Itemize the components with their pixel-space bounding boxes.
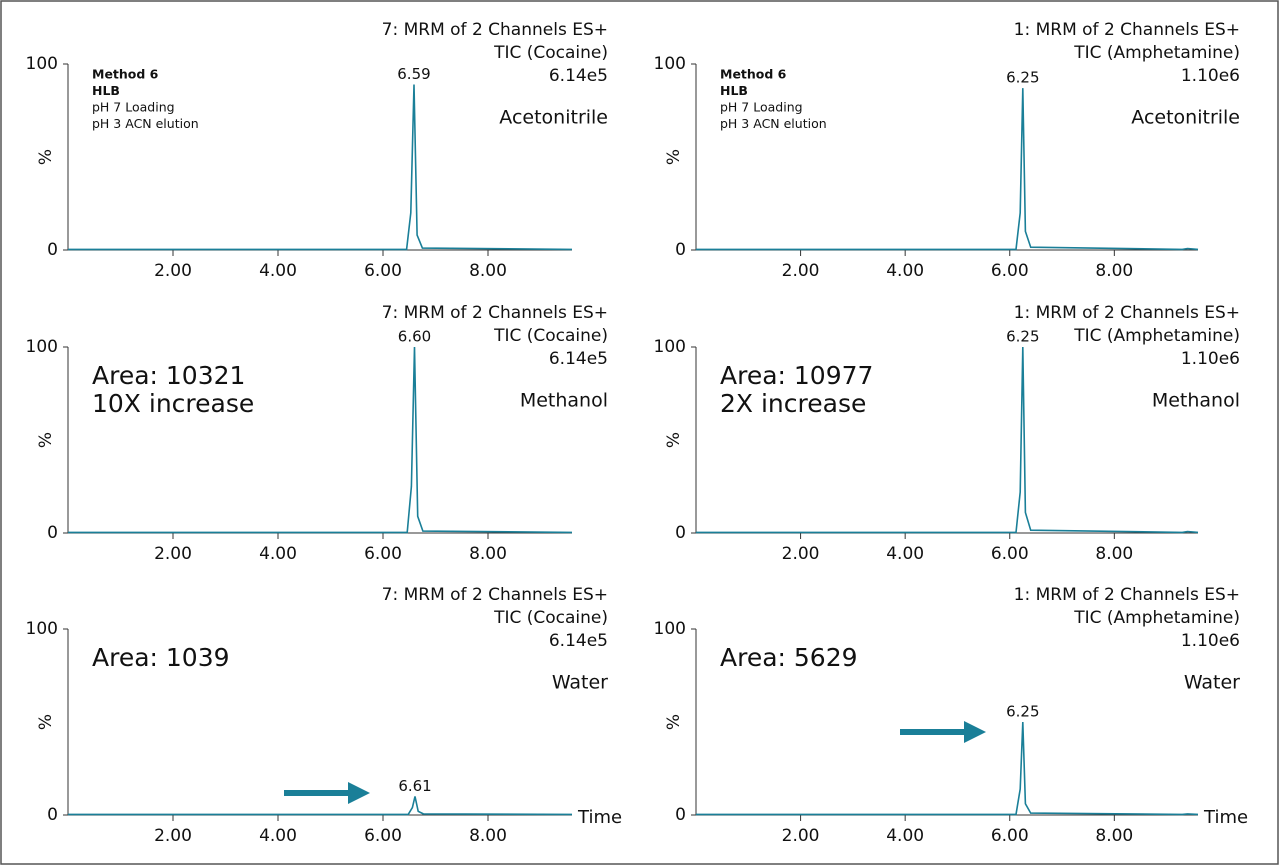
solvent-label: Methanol <box>1152 390 1240 412</box>
panel-header: TIC (Cocaine) <box>493 326 608 346</box>
peak-label: 6.25 <box>1006 703 1039 721</box>
x-tick-label: 4.00 <box>886 261 924 281</box>
panel-header: 7: MRM of 2 Channels ES+ <box>382 303 608 323</box>
solvent-label: Acetonitrile <box>499 107 608 129</box>
peak-label: 6.60 <box>398 328 431 346</box>
method-note: Method 6 <box>720 67 787 82</box>
method-note: pH 7 Loading <box>92 100 175 115</box>
panel-header: 1.10e6 <box>1181 631 1240 651</box>
y-axis-label: % <box>36 432 56 448</box>
panel-header: 1: MRM of 2 Channels ES+ <box>1014 20 1240 40</box>
y-tick-label: 100 <box>26 337 58 357</box>
y-axis-label: % <box>664 714 684 730</box>
panel-header: 7: MRM of 2 Channels ES+ <box>382 20 608 40</box>
solvent-label: Water <box>552 672 608 694</box>
panel-header: 1.10e6 <box>1181 66 1240 86</box>
panel-header: TIC (Cocaine) <box>493 43 608 63</box>
x-tick-label: 2.00 <box>782 826 820 846</box>
panel-header: 6.14e5 <box>549 631 608 651</box>
panel-header: TIC (Cocaine) <box>493 608 608 628</box>
panel-header: 1.10e6 <box>1181 349 1240 369</box>
x-axis-label: Time <box>1203 807 1248 828</box>
area-annotation: 2X increase <box>720 389 866 418</box>
x-tick-label: 2.00 <box>154 826 192 846</box>
x-tick-label: 4.00 <box>886 826 924 846</box>
solvent-label: Acetonitrile <box>1131 107 1240 129</box>
y-tick-label: 0 <box>675 805 686 825</box>
y-tick-label: 0 <box>47 805 58 825</box>
x-tick-label: 8.00 <box>1095 826 1133 846</box>
y-tick-label: 0 <box>47 523 58 543</box>
method-note: HLB <box>92 83 120 98</box>
trace <box>68 796 573 816</box>
trace <box>68 84 573 251</box>
x-tick-label: 8.00 <box>1095 544 1133 564</box>
x-tick-label: 4.00 <box>886 544 924 564</box>
panel-header: TIC (Amphetamine) <box>1073 43 1240 63</box>
arrow <box>900 721 986 743</box>
peak-label: 6.25 <box>1006 328 1039 346</box>
x-tick-label: 8.00 <box>469 261 507 281</box>
method-note: pH 3 ACN elution <box>92 116 199 131</box>
area-annotation: Area: 1039 <box>92 643 230 672</box>
panel-header: 7: MRM of 2 Channels ES+ <box>382 585 608 605</box>
x-tick-label: 2.00 <box>154 261 192 281</box>
trace <box>696 88 1199 251</box>
x-tick-label: 6.00 <box>991 826 1029 846</box>
panel-header: 1: MRM of 2 Channels ES+ <box>1014 303 1240 323</box>
x-tick-label: 4.00 <box>259 544 297 564</box>
x-tick-label: 4.00 <box>259 261 297 281</box>
y-tick-label: 100 <box>654 337 686 357</box>
x-tick-label: 6.00 <box>991 544 1029 564</box>
x-tick-label: 8.00 <box>1095 261 1133 281</box>
area-annotation: Area: 10977 <box>720 361 873 390</box>
x-tick-label: 2.00 <box>782 544 820 564</box>
trace <box>696 721 1199 816</box>
panel-header: 6.14e5 <box>549 349 608 369</box>
y-tick-label: 0 <box>675 240 686 260</box>
x-tick-label: 6.00 <box>364 544 402 564</box>
x-tick-label: 8.00 <box>469 544 507 564</box>
y-axis-label: % <box>664 149 684 165</box>
x-tick-label: 2.00 <box>154 544 192 564</box>
method-note: pH 3 ACN elution <box>720 116 827 131</box>
y-tick-label: 100 <box>26 619 58 639</box>
panel-header: TIC (Amphetamine) <box>1073 608 1240 628</box>
arrow <box>284 782 370 804</box>
x-tick-label: 6.00 <box>991 261 1029 281</box>
y-axis-label: % <box>36 714 56 730</box>
trace <box>68 346 573 534</box>
y-tick-label: 100 <box>654 619 686 639</box>
y-tick-label: 100 <box>26 54 58 74</box>
solvent-label: Water <box>1184 672 1240 694</box>
method-note: pH 7 Loading <box>720 100 803 115</box>
y-axis-label: % <box>664 432 684 448</box>
x-tick-label: 6.00 <box>364 826 402 846</box>
solvent-label: Methanol <box>520 390 608 412</box>
area-annotation: 10X increase <box>92 389 254 418</box>
panel-header: TIC (Amphetamine) <box>1073 326 1240 346</box>
x-axis-label: Time <box>577 807 622 828</box>
x-tick-label: 2.00 <box>782 261 820 281</box>
y-tick-label: 0 <box>47 240 58 260</box>
peak-label: 6.61 <box>398 777 431 795</box>
method-note: HLB <box>720 83 748 98</box>
area-annotation: Area: 10321 <box>92 361 245 390</box>
y-axis-label: % <box>36 149 56 165</box>
area-annotation: Area: 5629 <box>720 643 858 672</box>
panel-header: 6.14e5 <box>549 66 608 86</box>
y-tick-label: 0 <box>675 523 686 543</box>
x-tick-label: 8.00 <box>469 826 507 846</box>
y-tick-label: 100 <box>654 54 686 74</box>
panel-header: 1: MRM of 2 Channels ES+ <box>1014 585 1240 605</box>
peak-label: 6.25 <box>1006 69 1039 87</box>
method-note: Method 6 <box>92 67 159 82</box>
x-tick-label: 4.00 <box>259 826 297 846</box>
x-tick-label: 6.00 <box>364 261 402 281</box>
trace <box>696 346 1199 534</box>
peak-label: 6.59 <box>397 65 430 83</box>
